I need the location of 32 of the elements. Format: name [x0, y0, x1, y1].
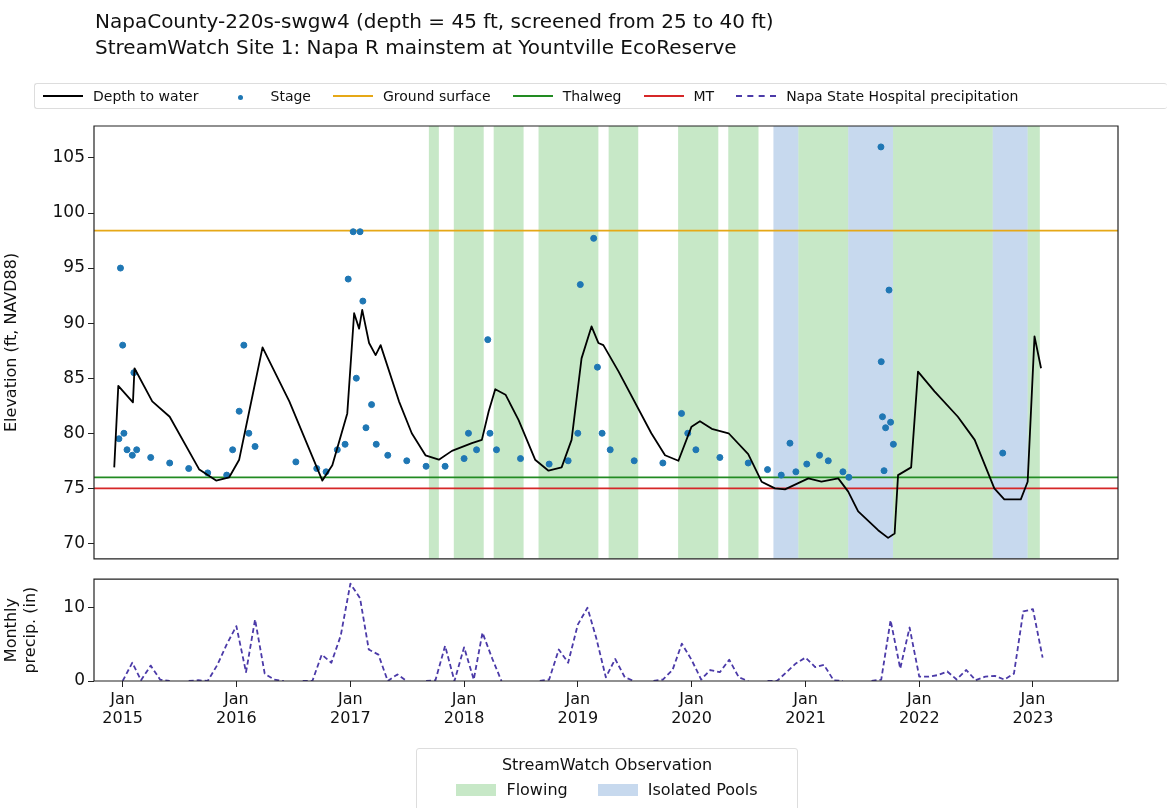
y-tick-label: 105 [52, 146, 85, 167]
x-tick-label: Jan 2023 [1012, 688, 1054, 727]
x-tick-label: Jan 2016 [216, 688, 257, 727]
y-tick-label: 80 [63, 421, 85, 442]
y-tick-label: 90 [63, 311, 85, 332]
y-axis-title: Elevation (ft, NAVD88) [0, 252, 20, 432]
x-tick-label: Jan 2020 [671, 688, 712, 727]
text: StreamWatch Observation [501, 755, 713, 774]
legend-label: Thalweg [562, 88, 622, 104]
text: Flowing [506, 780, 568, 799]
chart-title: NapaCounty-220s-swgw4 (depth = 45 ft, screened from 25 to 40 ft) [95, 8, 774, 34]
y-tick-label: 100 [52, 201, 85, 222]
y-tick-label: 95 [63, 256, 85, 277]
legend-label: MT [693, 88, 715, 104]
y-axis-title: Monthly precip. (in) [0, 586, 39, 674]
y-tick-label: 75 [63, 476, 85, 497]
legend-label: Stage [270, 88, 311, 104]
legend-label: Depth to water [93, 88, 199, 104]
text: Napa State Hospital precipitation [786, 88, 1019, 104]
y-tick-label: 85 [63, 366, 85, 387]
text: Isolated Pools [647, 780, 758, 799]
y-tick-label: 0 [74, 669, 85, 690]
chart-subtitle: StreamWatch Site 1: Napa R mainstem at Yountville EcoReserve [95, 34, 738, 60]
x-tick-label: Jan 2017 [330, 688, 371, 727]
x-tick-label: Jan 2015 [102, 688, 144, 727]
x-tick-label: Jan 2021 [785, 688, 826, 727]
x-tick-label: Jan 2022 [898, 688, 940, 727]
y-tick-label: 10 [63, 596, 85, 617]
y-tick-label: 70 [63, 531, 85, 552]
x-tick-label: Jan 2018 [443, 688, 485, 727]
legend-label: Ground surface [382, 88, 491, 104]
x-tick-label: Jan 2019 [557, 688, 599, 727]
